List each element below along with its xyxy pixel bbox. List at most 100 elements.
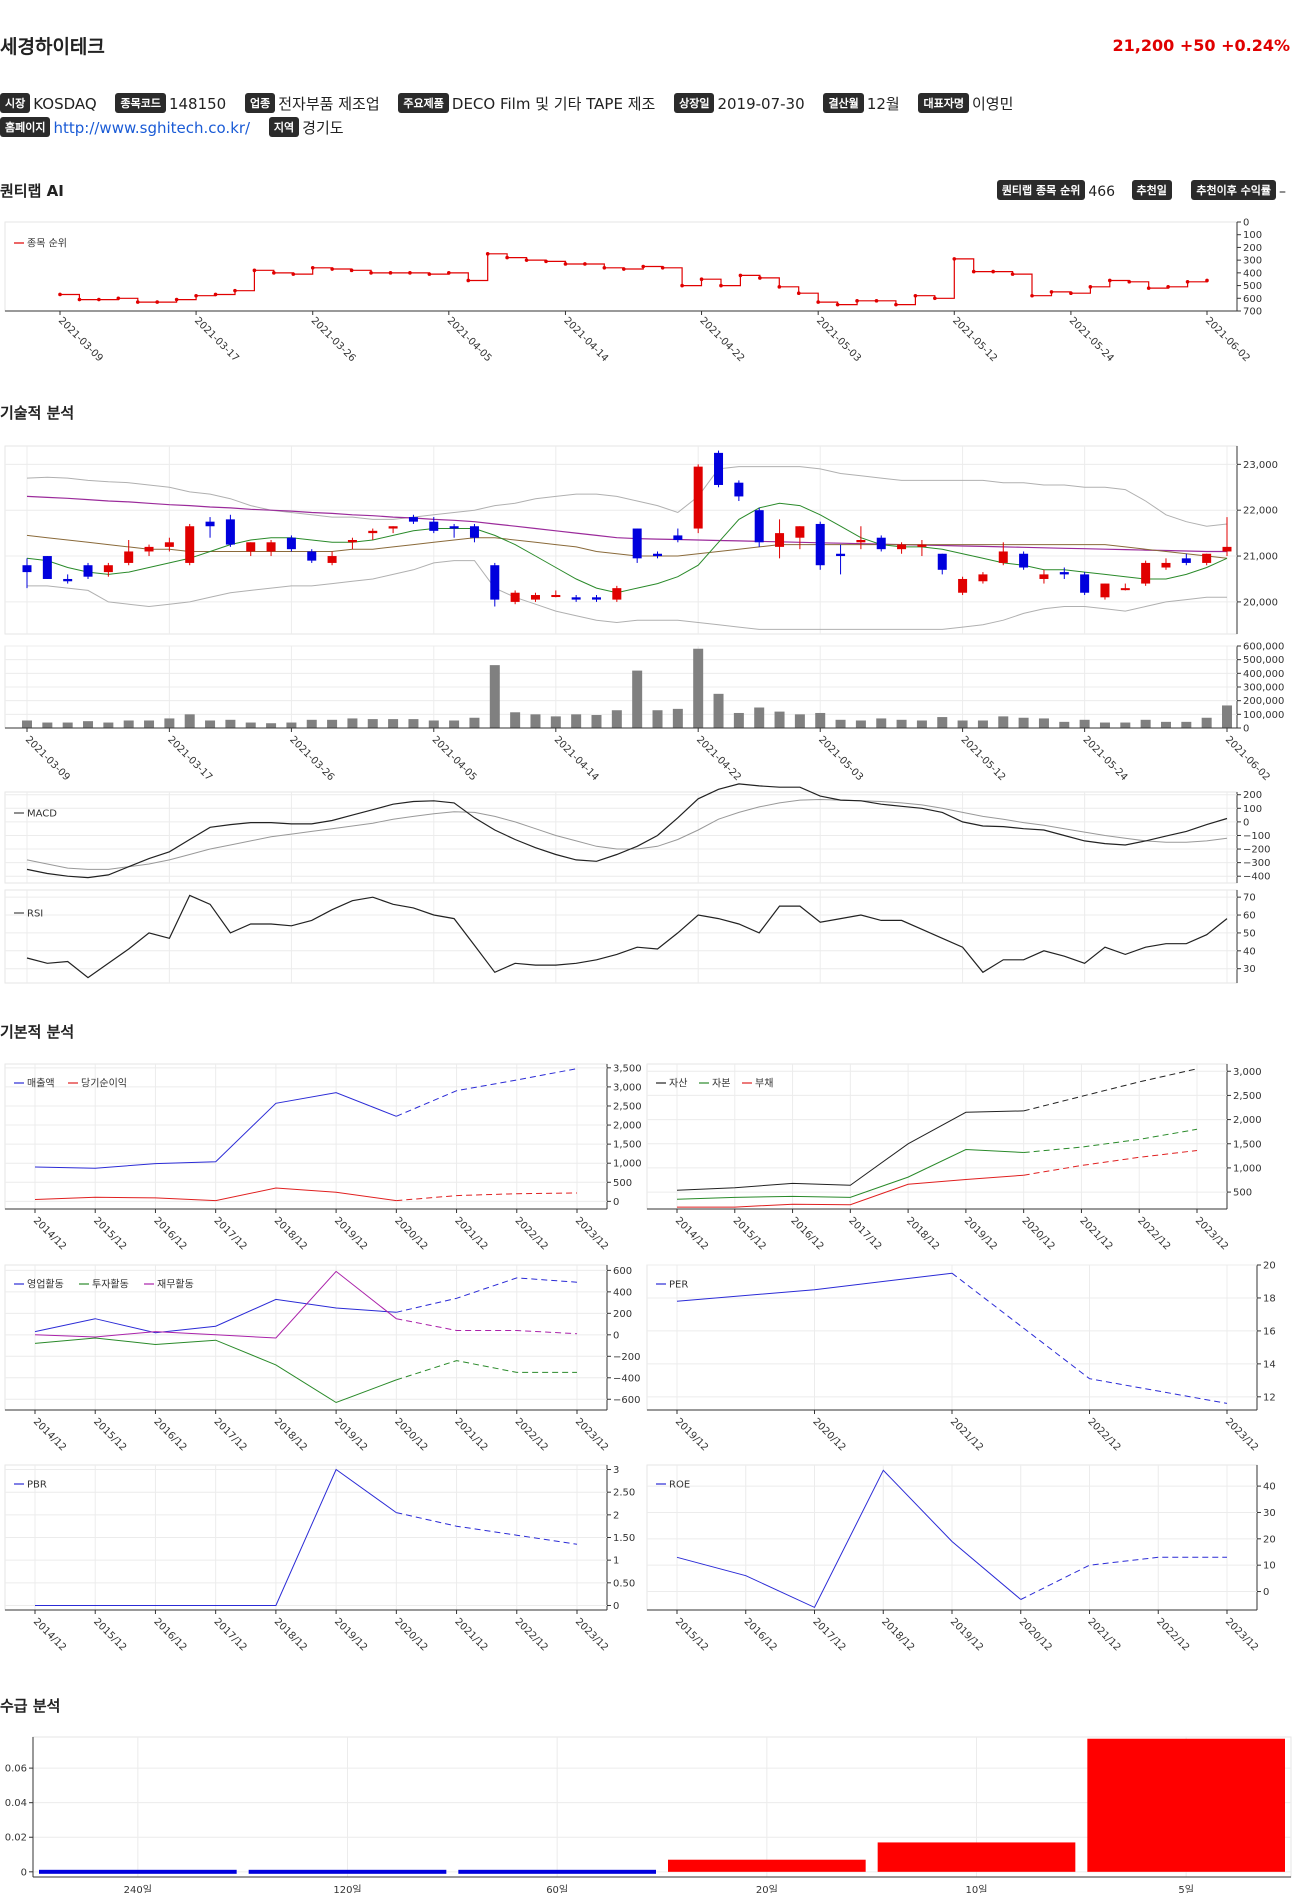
section-title-ai: 퀀티랩 AI [0, 182, 64, 200]
volume-bar [266, 723, 277, 728]
market-label: 시장 [0, 93, 31, 113]
x-tick-label: 2021-04-22 [697, 315, 746, 364]
rank-point [680, 283, 684, 288]
y-tick-label: 600,000 [1243, 642, 1284, 653]
candle-body [856, 540, 866, 543]
volume-bar [184, 714, 195, 728]
rank-point [1088, 285, 1093, 289]
rank-point [719, 283, 723, 288]
volume-bar [876, 718, 887, 728]
volume-bar [977, 720, 988, 728]
y-tick-label: 14 [1263, 1359, 1276, 1370]
volume-bar [611, 710, 622, 728]
y-tick-label: −200 [613, 1352, 640, 1363]
rank-point [621, 267, 626, 271]
y-tick-label: 3 [613, 1465, 619, 1476]
rank-point [291, 272, 296, 276]
series-estimate-line [396, 1068, 578, 1117]
info-row-2: 홈페이지 http://www.sghitech.co.kr/ 지역 경기도 [0, 117, 358, 138]
x-tick-label: 2016/12 [151, 1215, 188, 1252]
candle-body [1161, 562, 1171, 568]
rank-value: 466 [1088, 184, 1116, 200]
candle-body [408, 517, 418, 522]
sales_profit-chart: 0 500 1,000 1,500 2,000 2,500 3,000 3,500 2014/1… [4, 1063, 642, 1252]
x-tick-label: 2021-05-03 [816, 734, 865, 783]
candle-body [1222, 546, 1232, 552]
rank-point [1107, 278, 1112, 283]
y-tick-label: 500 [1243, 281, 1262, 292]
volume-bar [794, 714, 805, 728]
y-tick-label: 0 [1243, 724, 1249, 735]
x-tick-label: 2021/12 [452, 1416, 489, 1453]
candle-body [1019, 553, 1029, 568]
volume-bar [815, 712, 826, 728]
supply-bar [668, 1859, 866, 1872]
x-tick-label: 2019/12 [962, 1215, 999, 1252]
rank-point [1205, 278, 1209, 283]
series-line [34, 1337, 397, 1404]
rank-point [330, 267, 334, 271]
volume-bar [1222, 705, 1232, 728]
rank-label: 퀀티랩 종목 순위 [996, 180, 1086, 200]
candle-body [754, 510, 764, 543]
y-tick-label: 2,000 [1233, 1115, 1262, 1126]
rsi-line [26, 894, 1228, 979]
x-tick-label: 2020/12 [1017, 1616, 1054, 1653]
candle-body [103, 565, 113, 573]
industry-label: 업종 [245, 93, 276, 113]
candle-body [490, 565, 500, 600]
y-tick-label: 500,000 [1243, 655, 1284, 666]
rank-point [699, 277, 704, 282]
x-tick-label: 2021-06-02 [1223, 734, 1272, 783]
x-tick-label: 240일 [124, 1884, 152, 1893]
volume-bar [306, 719, 317, 728]
volume-bar [1018, 717, 1029, 728]
candle-body [164, 542, 174, 547]
series-line [34, 1187, 397, 1202]
plot-area [32, 1736, 1292, 1878]
homepage-link[interactable]: http://www.sghitech.co.kr/ [53, 119, 251, 137]
bollinger-lower [27, 560, 1227, 630]
x-tick-label: 2018/12 [272, 1416, 309, 1453]
volume-bar [286, 722, 297, 728]
series-estimate-line [1020, 1556, 1227, 1600]
volume-bar [449, 720, 460, 728]
series-line [34, 1092, 397, 1169]
volume-bar [225, 719, 236, 728]
x-tick-label: 10일 [966, 1884, 988, 1893]
candle-body [958, 578, 968, 593]
y-tick-label: 3,500 [613, 1063, 642, 1074]
x-tick-label: 2021-04-05 [445, 315, 494, 364]
volume-bar [896, 719, 907, 728]
legend-label: ROE [669, 1480, 690, 1491]
x-tick-label: 2018/12 [904, 1215, 941, 1252]
y-tick-label: 0.06 [5, 1764, 27, 1775]
volume-bar [998, 716, 1009, 728]
rank-point [816, 300, 820, 304]
rank-point [388, 271, 393, 275]
y-tick-label: 300,000 [1243, 683, 1284, 694]
rec-return-value: – [1279, 184, 1286, 200]
candle-body [693, 466, 703, 529]
candle-body [612, 588, 622, 600]
volume-bar [957, 720, 968, 728]
x-tick-label: 2021-05-12 [958, 734, 1007, 783]
y-tick-label: 18 [1263, 1293, 1276, 1304]
x-tick-label: 2021-04-14 [561, 315, 610, 364]
x-tick-label: 2018/12 [272, 1215, 309, 1252]
candle-body [917, 544, 927, 547]
y-tick-label: 2.50 [613, 1488, 635, 1499]
x-tick-label: 2020/12 [392, 1215, 429, 1252]
volume-bar [103, 722, 114, 728]
candle-body [286, 537, 296, 550]
volume-bar [144, 720, 155, 728]
legend-label: 재무활동 [157, 1278, 194, 1291]
volume-bar [591, 715, 602, 728]
rank-point [466, 278, 471, 283]
candle-body [591, 597, 601, 600]
rank-point [252, 268, 257, 273]
rank-point [738, 273, 743, 278]
y-tick-label: 0.50 [613, 1578, 635, 1589]
homepage-label: 홈페이지 [0, 117, 51, 137]
candle-body [347, 540, 357, 543]
